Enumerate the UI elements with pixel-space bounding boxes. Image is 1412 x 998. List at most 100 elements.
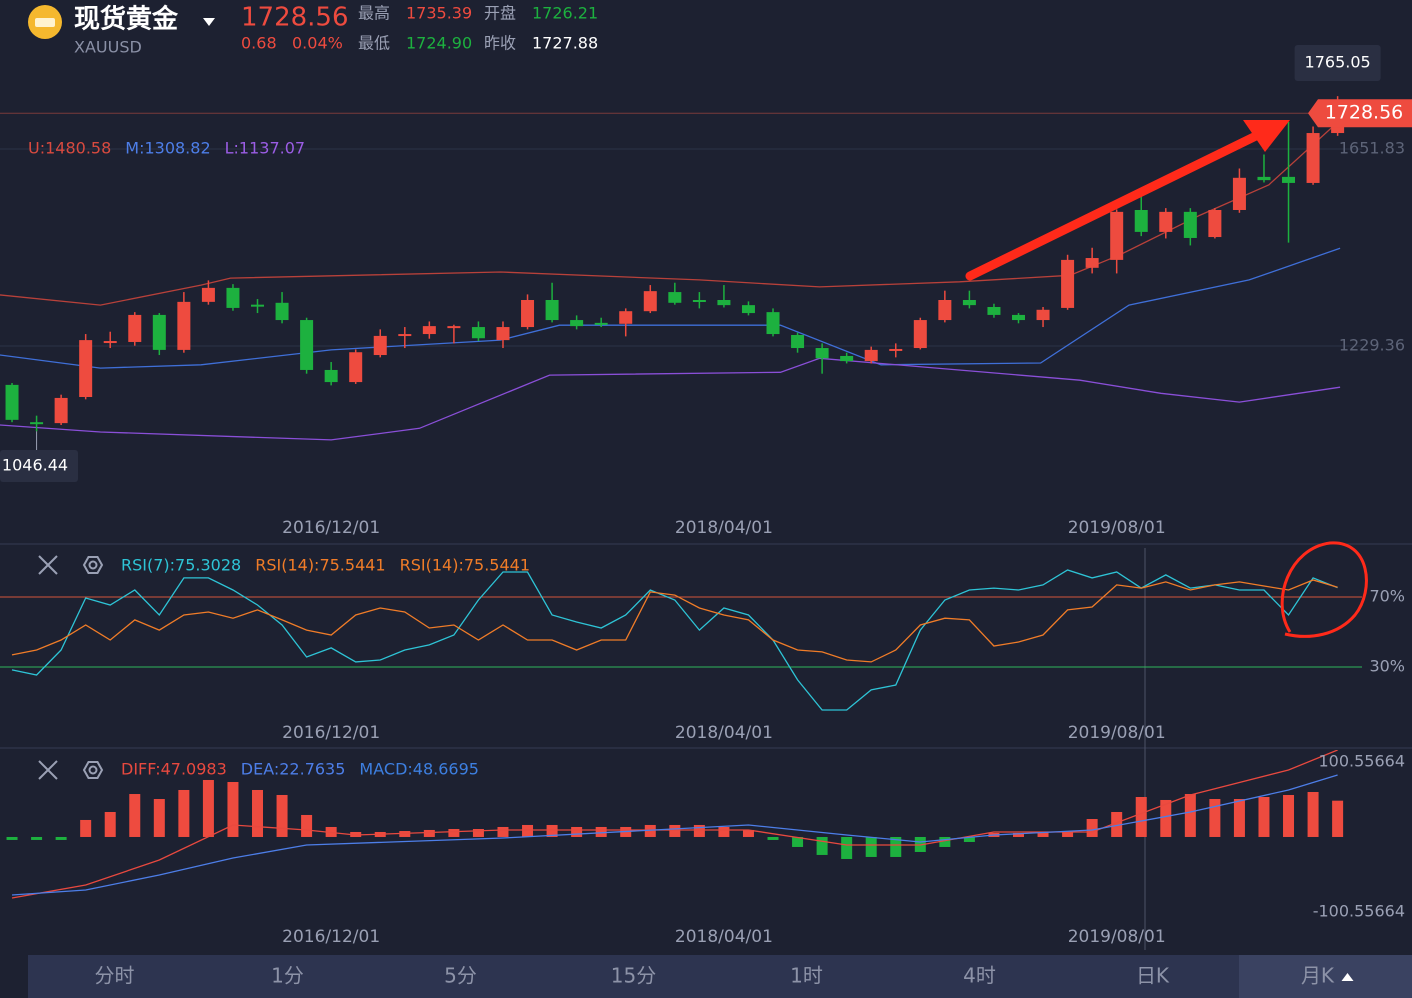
x-tick-label: 2016/12/01 [282, 518, 380, 538]
macd-bar [252, 789, 264, 837]
coin-bar [35, 18, 55, 27]
macd-bar [1233, 799, 1245, 837]
close-icon[interactable] [38, 555, 58, 575]
macd-bar [1307, 791, 1319, 837]
candle-body [864, 349, 878, 362]
instrument-name[interactable]: 现货黄金 [74, 4, 179, 35]
candle-body [938, 300, 952, 321]
candle-body [668, 292, 682, 303]
tab[interactable]: 月K [1301, 964, 1335, 988]
candle-body [447, 326, 461, 329]
candle-body [840, 355, 854, 362]
stat-label: 最高 [358, 4, 390, 23]
macd-bar [301, 814, 313, 837]
series-line [11, 774, 1338, 896]
tab-caret [1341, 973, 1354, 981]
candle-body [741, 305, 755, 314]
macd-bar [202, 779, 214, 837]
tab[interactable]: 日K [1136, 964, 1170, 988]
x-tick-label: 2016/12/01 [282, 723, 380, 743]
panel [6, 750, 1408, 913]
candle-body [1183, 211, 1197, 238]
candle-body [889, 348, 903, 351]
x-tick-label: 2019/08/01 [1068, 723, 1166, 743]
tab[interactable]: 1时 [790, 964, 823, 988]
candle-body [1282, 176, 1296, 183]
candle-body [471, 327, 485, 339]
candle-body [1110, 211, 1124, 260]
y-tick-label: -100.55664 [1313, 901, 1405, 920]
close-icon[interactable] [38, 760, 58, 780]
annotation-circle [1280, 541, 1368, 638]
series-line [0, 247, 1341, 369]
tab[interactable]: 5分 [444, 964, 477, 988]
tab-bar [28, 955, 1412, 998]
candle-body [324, 369, 338, 383]
candle-body [619, 311, 633, 324]
macd-bar [129, 794, 141, 837]
candle-body [1134, 209, 1148, 232]
legend-entry: L:1137.07 [225, 139, 305, 158]
macd-bar [841, 836, 853, 859]
macd-bar [718, 826, 730, 837]
macd-bar [1086, 819, 1098, 837]
stat-label: 昨收 [484, 34, 516, 53]
macd-bar [399, 831, 411, 837]
macd-bar [865, 836, 877, 857]
settings-icon[interactable] [82, 761, 104, 779]
macd-bar [1184, 794, 1196, 837]
macd-bar [742, 829, 754, 837]
series-line [11, 750, 1338, 899]
panel [0, 96, 1362, 441]
tab[interactable]: 分时 [95, 964, 135, 988]
macd-bar [890, 836, 902, 857]
panel [0, 569, 1362, 711]
tab-active [1239, 955, 1412, 998]
stat-label: 最低 [358, 34, 390, 53]
series-line [11, 579, 1338, 663]
x-tick-label: 2019/08/01 [1068, 927, 1166, 947]
legend-entry: DIFF:47.0983 [121, 760, 227, 779]
y-tick-label: 1651.83 [1339, 138, 1405, 157]
dropdown-arrow[interactable] [203, 18, 215, 26]
series-line [0, 357, 1341, 441]
macd-bar [178, 789, 190, 837]
legend-entry: MACD:48.6695 [359, 760, 479, 779]
candle-body [1257, 176, 1271, 181]
x-tick-label: 2018/04/01 [675, 723, 773, 743]
candle-body [496, 327, 510, 341]
candle-body [815, 348, 829, 359]
tab[interactable]: 1分 [271, 964, 304, 988]
y-tick-label: 30% [1369, 656, 1405, 675]
candle-body [128, 314, 142, 342]
candle-body [1011, 314, 1025, 321]
low-mark-label: 1046.44 [2, 456, 68, 475]
legend-entry: M:1308.82 [125, 139, 210, 158]
tab[interactable]: 4时 [963, 964, 996, 988]
y-tick-label: 100.55664 [1318, 751, 1405, 770]
macd-bar [1012, 832, 1024, 837]
candle-body [251, 304, 265, 307]
legend-entry: RSI(14):75.5441 [255, 556, 385, 575]
tab[interactable]: 15分 [611, 964, 656, 988]
candle-body [103, 341, 117, 344]
candle-body [717, 300, 731, 306]
macd-bar [227, 782, 239, 837]
candle-body [594, 322, 608, 325]
stat-value: 1724.90 [406, 34, 472, 53]
macd-bar [1258, 796, 1270, 837]
macd-bar [472, 829, 484, 837]
last-price-label: 1728.56 [1325, 102, 1404, 124]
stat-label: 开盘 [484, 4, 516, 23]
stat-value: 1727.88 [532, 34, 598, 53]
y-tick-label: 70% [1369, 586, 1405, 605]
high-mark-box [1294, 45, 1381, 81]
candle-body [79, 340, 93, 398]
settings-icon[interactable] [82, 556, 104, 574]
candle-body [1036, 309, 1050, 321]
macd-bar [31, 836, 43, 840]
x-tick-label: 2018/04/01 [675, 518, 773, 538]
